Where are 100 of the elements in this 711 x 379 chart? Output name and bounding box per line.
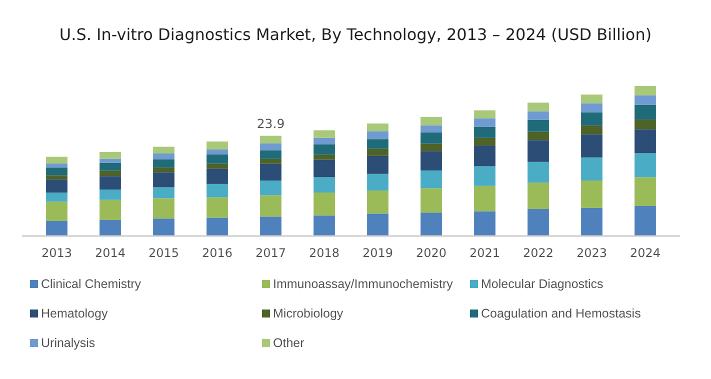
bar (528, 182, 549, 209)
bar (153, 187, 174, 198)
bar (206, 164, 228, 169)
bar (100, 170, 121, 176)
bar (153, 218, 174, 236)
x-tick-label: 2013 (41, 246, 72, 260)
bar (634, 153, 656, 178)
bar (260, 150, 282, 159)
bar (206, 184, 228, 198)
bar (206, 142, 228, 150)
bar (314, 138, 335, 144)
bar (581, 134, 602, 158)
bar (634, 95, 656, 105)
bar (474, 138, 496, 146)
bar (153, 172, 174, 188)
bar (260, 164, 282, 180)
bar (206, 154, 228, 164)
bar (634, 86, 656, 96)
bar (153, 168, 174, 172)
bar (46, 156, 68, 164)
x-tick-label: 2014 (94, 246, 126, 260)
bar (474, 211, 496, 236)
bar (367, 174, 388, 191)
bar (260, 180, 282, 196)
bar (206, 197, 228, 218)
bar (46, 221, 68, 236)
bar (634, 129, 656, 154)
legend-label: Microbiology (273, 306, 344, 320)
bar (153, 154, 174, 160)
bar (420, 144, 442, 152)
bar (528, 132, 549, 140)
bar (314, 154, 335, 160)
x-tick-label: 2019 (362, 246, 394, 260)
bar (367, 139, 388, 149)
chart-title: U.S. In-vitro Diagnostics Market, By Technology, 2013 – 2024 (USD Billion) (59, 25, 652, 44)
bar (206, 168, 228, 184)
bar (206, 218, 228, 236)
bar (581, 208, 602, 236)
bar (46, 168, 68, 176)
bar (367, 214, 388, 236)
bar (474, 166, 496, 186)
bar (474, 110, 496, 118)
bar (528, 140, 549, 162)
bar (581, 157, 602, 180)
bar (314, 177, 335, 192)
bar (100, 158, 121, 163)
bar (634, 119, 656, 130)
bar (581, 112, 602, 126)
bar (528, 162, 549, 183)
x-tick-label: 2022 (522, 246, 554, 260)
x-tick-label: 2018 (308, 246, 340, 260)
x-tick-label: 2023 (576, 246, 608, 260)
bar (100, 200, 121, 220)
x-tick-label: 2020 (416, 246, 447, 260)
bar (260, 216, 282, 236)
x-tick-label: 2016 (202, 246, 233, 260)
bar (314, 192, 335, 216)
bar (474, 146, 496, 166)
bar (260, 158, 282, 164)
bar (367, 131, 388, 140)
x-tick-label: 2017 (255, 246, 286, 260)
x-tick-label: 2015 (148, 246, 180, 260)
bar (46, 179, 68, 193)
bar (153, 146, 174, 154)
bar (420, 151, 442, 170)
bar (581, 126, 602, 134)
legend-label: Clinical Chemistry (41, 277, 142, 291)
legend-label: Immunoassay/Immunochemistry (273, 277, 454, 291)
x-tick-label: 2021 (469, 246, 500, 260)
bar (528, 209, 549, 236)
bar (528, 111, 549, 120)
bar (100, 152, 121, 159)
bar (100, 162, 121, 171)
bar (260, 195, 282, 217)
legend-label: Coagulation and Hemostasis (481, 306, 641, 320)
bar (100, 190, 121, 200)
bar (474, 118, 496, 127)
bar (634, 104, 656, 120)
legend-label: Other (273, 336, 304, 350)
bar (420, 170, 442, 188)
bar (153, 159, 174, 168)
bar (314, 216, 335, 236)
bar (474, 186, 496, 212)
bar (260, 136, 282, 144)
bar (420, 125, 442, 132)
bar (153, 198, 174, 219)
bar (100, 176, 121, 190)
bar (420, 212, 442, 236)
legend-label: Molecular Diagnostics (481, 277, 604, 291)
bar (581, 103, 602, 112)
bar (634, 206, 656, 236)
bar (420, 132, 442, 144)
bar (367, 190, 388, 214)
bar (367, 156, 388, 174)
bar (46, 192, 68, 202)
legend-label: Urinalysis (41, 336, 96, 350)
bar (314, 130, 335, 138)
bar (581, 94, 602, 104)
bar (367, 148, 388, 156)
bar (528, 102, 549, 112)
